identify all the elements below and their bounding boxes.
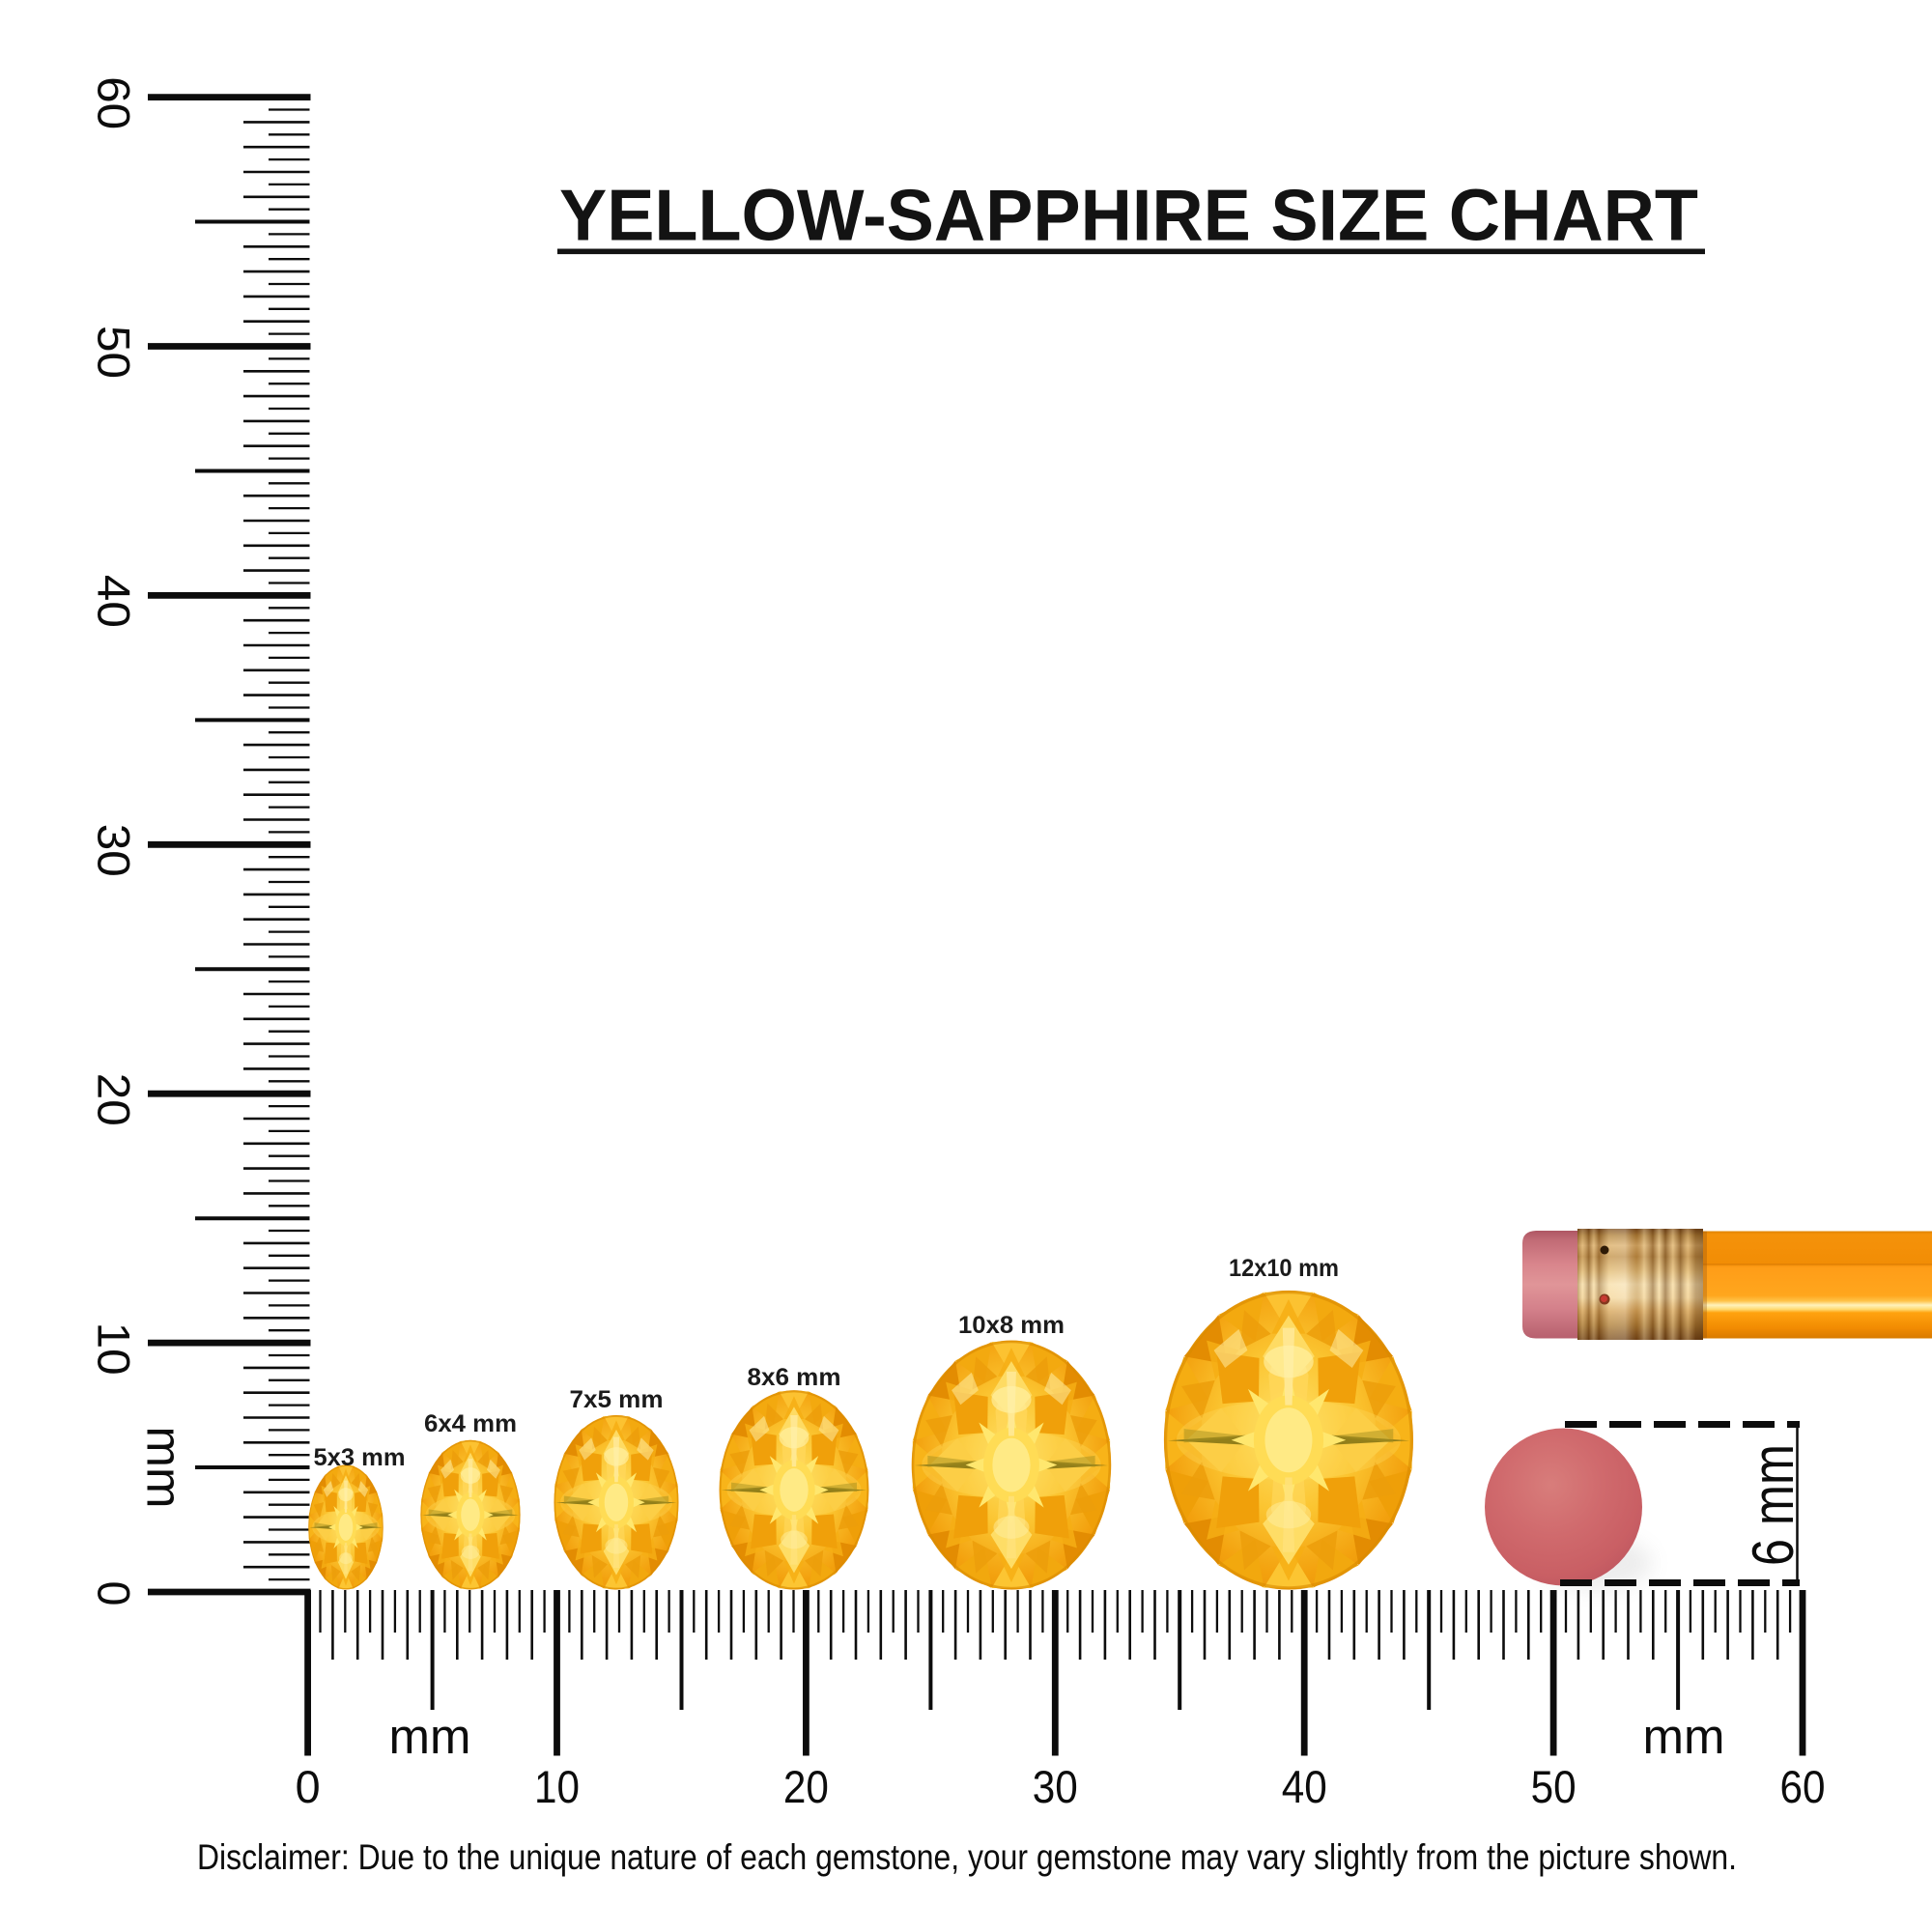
svg-text:8x6 mm: 8x6 mm <box>748 1364 841 1391</box>
svg-text:mm: mm <box>389 1709 471 1764</box>
svg-text:0: 0 <box>89 1581 140 1606</box>
svg-text:60: 60 <box>89 76 140 129</box>
svg-text:40: 40 <box>89 575 140 628</box>
svg-text:6x4 mm: 6x4 mm <box>424 1410 517 1437</box>
svg-text:30: 30 <box>1033 1761 1078 1812</box>
svg-text:20: 20 <box>783 1761 829 1812</box>
svg-text:50: 50 <box>89 326 140 379</box>
svg-text:10x8 mm: 10x8 mm <box>958 1312 1065 1339</box>
svg-text:50: 50 <box>1531 1761 1577 1812</box>
svg-text:30: 30 <box>89 824 140 877</box>
svg-text:mm: mm <box>1643 1709 1725 1764</box>
svg-text:YELLOW-SAPPHIRE SIZE CHART: YELLOW-SAPPHIRE SIZE CHART <box>559 175 1698 256</box>
svg-text:7x5 mm: 7x5 mm <box>570 1386 664 1413</box>
svg-text:Disclaimer: Due to the unique: Disclaimer: Due to the unique nature of … <box>197 1836 1737 1877</box>
svg-text:mm: mm <box>137 1427 192 1509</box>
svg-text:40: 40 <box>1282 1761 1327 1812</box>
svg-text:60: 60 <box>1780 1761 1826 1812</box>
svg-text:5x3 mm: 5x3 mm <box>314 1444 406 1471</box>
svg-text:0: 0 <box>296 1761 321 1812</box>
svg-text:6 mm: 6 mm <box>1741 1444 1805 1566</box>
svg-text:10: 10 <box>534 1761 580 1812</box>
svg-text:12x10 mm: 12x10 mm <box>1229 1255 1339 1282</box>
svg-text:10: 10 <box>89 1322 140 1376</box>
svg-text:20: 20 <box>89 1073 140 1126</box>
